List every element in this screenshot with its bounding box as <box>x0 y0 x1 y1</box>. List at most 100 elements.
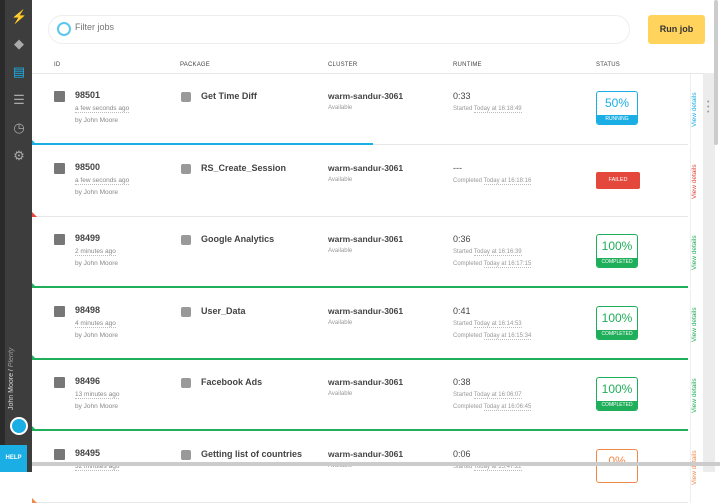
column-header-package[interactable]: PACKAGE <box>180 62 210 68</box>
status-label: RUNNING <box>597 115 637 124</box>
view-details-link[interactable]: View details <box>690 288 702 360</box>
job-row[interactable]: 98496 13 minutes ago by John Moore Faceb… <box>32 360 702 431</box>
help-button[interactable]: HELP <box>0 445 27 472</box>
job-row[interactable]: 98501 a few seconds ago by John Moore Ge… <box>32 74 702 145</box>
package-name[interactable]: Google Analytics <box>201 234 275 244</box>
status-marker <box>32 497 37 503</box>
job-row[interactable]: 98495 32 minutes ago Getting list of cou… <box>32 431 702 503</box>
job-created: 2 minutes ago <box>75 248 116 256</box>
status-marker <box>32 283 37 288</box>
cluster-status: Available <box>328 176 353 183</box>
run-job-button[interactable]: Run job <box>648 15 705 44</box>
more-options-icon[interactable]: • • • <box>707 99 710 116</box>
package-name[interactable]: Get Time Diff <box>201 91 257 101</box>
line-label: Started <box>453 463 473 470</box>
job-row[interactable]: 98498 4 minutes ago by John Moore User_D… <box>32 288 702 360</box>
view-details-link[interactable]: View details <box>690 217 702 288</box>
clusters-icon[interactable]: ☰ <box>13 92 25 107</box>
job-id[interactable]: 98496 <box>75 376 101 386</box>
account-name: Plenty <box>8 347 15 368</box>
package-name[interactable]: Getting list of countries <box>201 448 303 459</box>
runtime: 0:36 <box>453 234 471 244</box>
job-icon <box>54 162 65 174</box>
avatar[interactable] <box>10 417 28 435</box>
runtime-line-1: Started Today at 16:14:53 <box>453 320 522 328</box>
status-badge: 50% RUNNING <box>596 91 638 125</box>
line-label: Started <box>453 106 473 112</box>
jobs-icon[interactable]: ▤ <box>12 64 26 79</box>
row-divider <box>32 215 688 217</box>
job-id[interactable]: 98501 <box>75 90 101 100</box>
runtime-line-1: Started Today at 16:16:39 <box>453 249 522 256</box>
line-time: Today at 16:18:16 <box>483 177 532 185</box>
job-row[interactable]: 98500 a few seconds ago by John Moore RS… <box>32 145 702 217</box>
status-percent: 100% <box>601 310 633 325</box>
job-icon <box>54 377 65 388</box>
column-header-id[interactable]: ID <box>54 62 61 68</box>
cluster-status: Available <box>328 105 353 111</box>
line-label: Started <box>453 392 473 398</box>
line-label: Started <box>453 249 473 255</box>
line-time: Today at 16:14:53 <box>473 320 522 328</box>
status-badge: 100% COMPLETED <box>596 234 638 268</box>
line-time: Today at 16:18:49 <box>473 106 522 113</box>
status-label: COMPLETED <box>597 258 637 267</box>
sidebar: ⚡ ◆ ▤ ☰ ◷ ⚙ John Moore / Plenty <box>0 0 32 472</box>
job-created: a few seconds ago <box>75 176 130 185</box>
runtime-line-2: Completed Today at 16:15:34 <box>453 332 532 340</box>
user-name: John Moore <box>8 373 15 410</box>
cluster-name[interactable]: warm-sandur-3061 <box>328 305 404 316</box>
runtime-line-2: Completed Today at 16:17:15 <box>453 261 532 268</box>
status-percent: 100% <box>601 239 633 253</box>
package-name[interactable]: Facebook Ads <box>201 377 263 387</box>
column-header-status[interactable]: STATUS <box>596 62 620 68</box>
vertical-scrollbar[interactable] <box>714 0 718 145</box>
history-icon[interactable]: ◷ <box>13 120 25 135</box>
packages-icon[interactable]: ◆ <box>14 36 24 51</box>
lightning-icon[interactable]: ⚡ <box>11 9 28 24</box>
cluster-name[interactable]: warm-sandur-3061 <box>328 448 404 459</box>
line-time: Today at 16:06:45 <box>483 404 532 411</box>
job-id[interactable]: 98500 <box>75 161 101 172</box>
job-icon <box>54 305 65 317</box>
cluster-name[interactable]: warm-sandur-3061 <box>328 162 404 173</box>
job-id[interactable]: 98499 <box>75 233 101 243</box>
status-percent: 0% <box>608 453 626 468</box>
job-id[interactable]: 98495 <box>75 447 101 458</box>
status-marker <box>32 426 37 431</box>
cluster-name[interactable]: warm-sandur-3061 <box>328 91 404 101</box>
runtime-line-1: Completed Today at 16:18:16 <box>453 177 532 185</box>
view-details-link[interactable]: View details <box>690 360 702 431</box>
job-id[interactable]: 98498 <box>75 304 101 315</box>
job-row[interactable]: 98499 2 minutes ago by John Moore Google… <box>32 217 702 288</box>
runtime-line-1: Started Today at 16:18:49 <box>453 106 522 113</box>
package-name[interactable]: RS_Create_Session <box>201 162 287 173</box>
view-details-link[interactable]: View details <box>690 145 702 217</box>
package-icon <box>181 378 191 388</box>
user-account[interactable]: John Moore / Plenty <box>8 347 15 410</box>
job-created: a few seconds ago <box>75 105 130 113</box>
horizontal-scrollbar[interactable] <box>32 462 720 466</box>
line-label: Completed <box>453 261 483 267</box>
column-header-cluster[interactable]: CLUSTER <box>328 62 358 68</box>
cluster-name[interactable]: warm-sandur-3061 <box>328 377 404 387</box>
cluster-status: Available <box>328 248 353 254</box>
line-time: Today at 16:15:34 <box>483 332 532 340</box>
search-box <box>48 15 630 44</box>
settings-icon[interactable]: ⚙ <box>13 148 25 163</box>
package-icon <box>181 163 191 174</box>
row-divider <box>32 501 688 503</box>
job-owner: by John Moore <box>75 117 118 124</box>
view-details-link[interactable]: View details <box>690 431 702 503</box>
line-label: Completed <box>453 177 483 184</box>
package-name[interactable]: User_Data <box>201 305 246 316</box>
line-label: Completed <box>453 404 483 410</box>
filter-jobs-input[interactable] <box>75 22 575 32</box>
line-label: Completed <box>453 332 483 339</box>
job-owner: by John Moore <box>75 403 118 410</box>
column-header-runtime[interactable]: RUNTIME <box>453 62 482 68</box>
view-details-link[interactable]: View details <box>690 74 702 145</box>
runtime: 0:06 <box>453 448 471 459</box>
cluster-name[interactable]: warm-sandur-3061 <box>328 234 404 244</box>
runtime-line-1: Started Today at 15:47:22 <box>453 463 522 471</box>
